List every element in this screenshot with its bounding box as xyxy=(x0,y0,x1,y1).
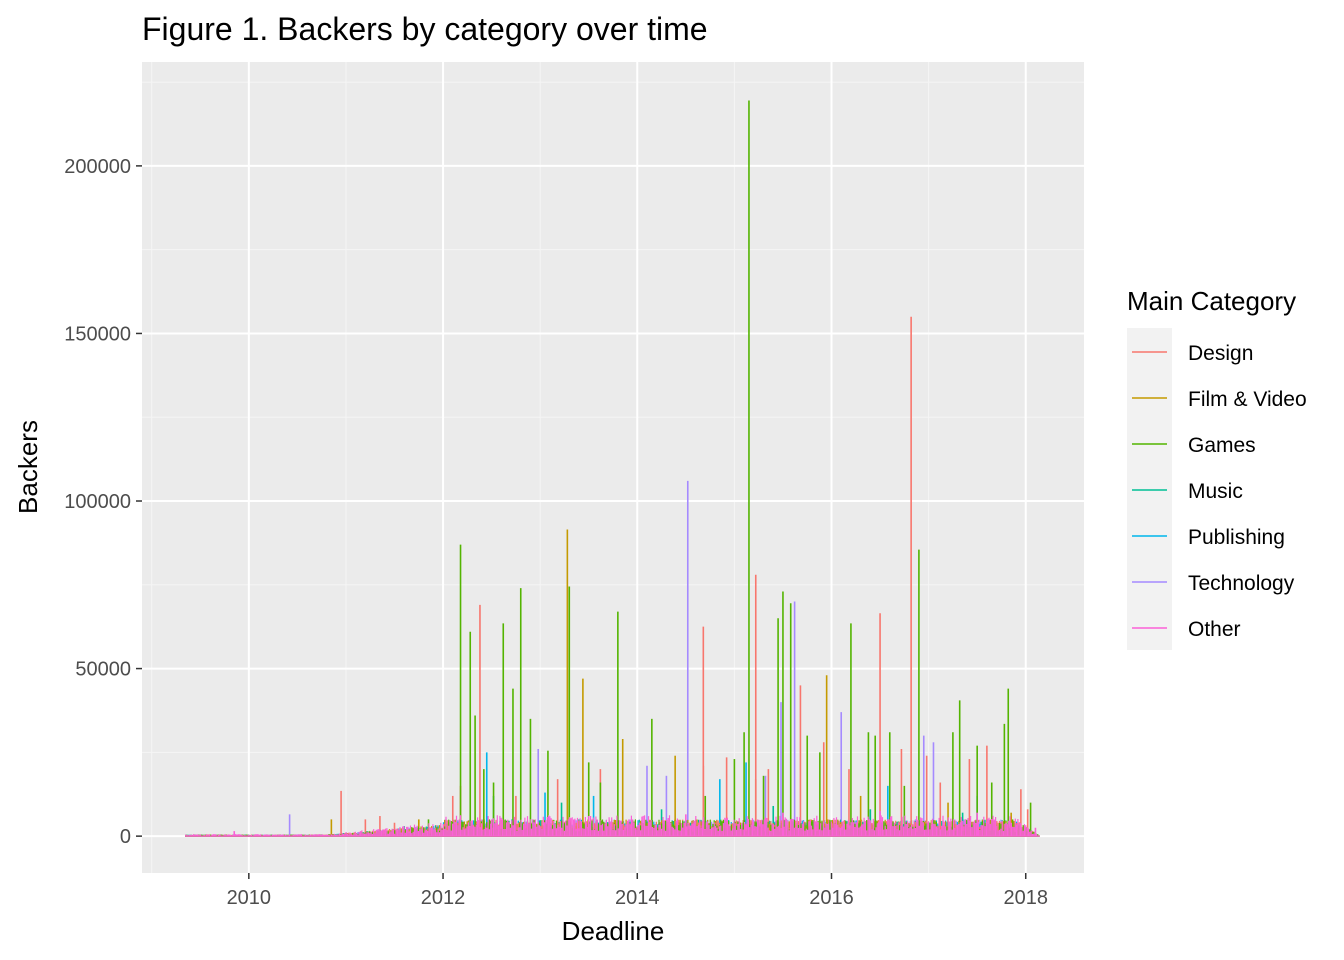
legend-title: Main Category xyxy=(1127,286,1296,316)
legend-item: Games xyxy=(1132,434,1256,457)
y-tick-label: 0 xyxy=(120,826,131,848)
x-tick-label: 2016 xyxy=(809,887,854,909)
y-tick-label: 50000 xyxy=(75,659,131,681)
legend-label: Other xyxy=(1188,618,1241,641)
x-tick-label: 2010 xyxy=(227,887,272,909)
y-axis-ticks: 0 50000 100000 150000 200000 xyxy=(64,156,142,848)
series-baseline xyxy=(185,815,1040,837)
x-tick-label: 2018 xyxy=(1003,887,1048,909)
x-tick-label: 2012 xyxy=(421,887,466,909)
y-tick-label: 100000 xyxy=(64,491,131,513)
legend-label: Music xyxy=(1188,480,1243,503)
x-tick-label: 2014 xyxy=(615,887,660,909)
series-marks xyxy=(185,100,1040,837)
legend-item: Music xyxy=(1132,480,1243,503)
x-axis-ticks: 2010 2012 2014 2016 2018 xyxy=(227,873,1048,909)
y-axis-title: Backers xyxy=(13,420,43,514)
legend-item: Design xyxy=(1132,342,1253,365)
major-gridlines xyxy=(142,62,1084,873)
chart-title: Figure 1. Backers by category over time xyxy=(142,11,708,47)
legend-item: Other xyxy=(1132,618,1241,641)
legend-label: Publishing xyxy=(1188,526,1285,549)
legend-label: Design xyxy=(1188,342,1253,365)
legend-label: Film & Video xyxy=(1188,388,1307,411)
x-axis-title: Deadline xyxy=(562,916,665,946)
series-other xyxy=(185,811,1040,837)
legend-item: Technology xyxy=(1132,572,1295,595)
legend-label: Technology xyxy=(1188,572,1295,595)
y-tick-label: 200000 xyxy=(64,156,131,178)
y-tick-label: 150000 xyxy=(64,323,131,345)
minor-gridlines xyxy=(142,62,1084,873)
legend-item: Film & Video xyxy=(1132,388,1307,411)
legend-label: Games xyxy=(1188,434,1256,457)
legend: Main Category Design Film & Video Games Mus… xyxy=(1127,286,1307,650)
plot-panel xyxy=(142,62,1084,873)
legend-key-background xyxy=(1127,328,1172,650)
legend-item: Publishing xyxy=(1132,526,1285,549)
legend-items: Design Film & Video Games Music Publishing Te… xyxy=(1127,328,1307,650)
